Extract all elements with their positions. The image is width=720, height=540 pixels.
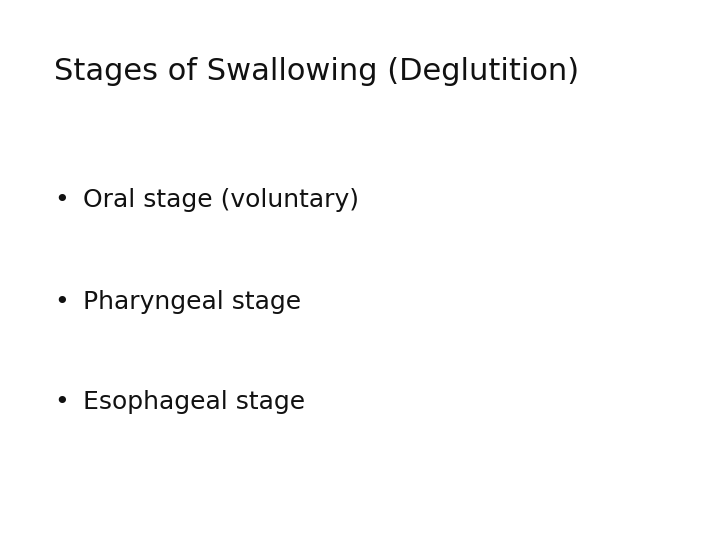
Text: •: • (54, 291, 68, 314)
Text: Pharyngeal stage: Pharyngeal stage (83, 291, 301, 314)
Text: Stages of Swallowing (Deglutition): Stages of Swallowing (Deglutition) (54, 57, 579, 86)
Text: Esophageal stage: Esophageal stage (83, 390, 305, 414)
Text: Oral stage (voluntary): Oral stage (voluntary) (83, 188, 359, 212)
Text: •: • (54, 390, 68, 414)
Text: •: • (54, 188, 68, 212)
